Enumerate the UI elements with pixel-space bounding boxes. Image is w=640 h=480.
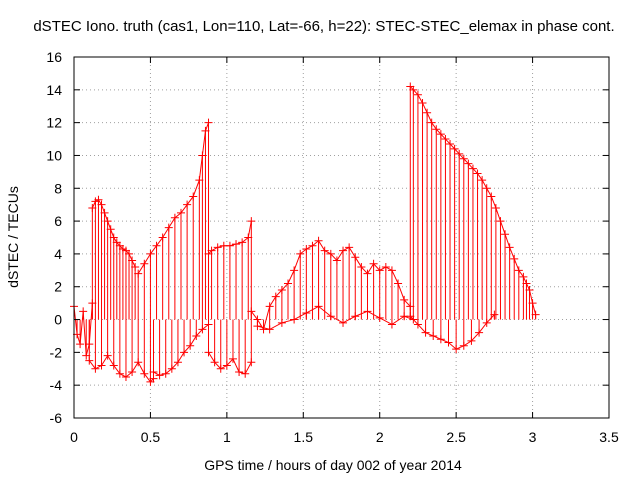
y-axis-label: dSTEC / TECUs — [5, 186, 21, 288]
data-point — [85, 356, 94, 365]
series-1 — [88, 195, 140, 320]
plot-frame — [73, 56, 610, 419]
x-tick-label: 3.5 — [599, 429, 619, 445]
data-point — [531, 310, 540, 319]
series-line — [409, 86, 537, 315]
y-tick-label: -2 — [50, 344, 63, 360]
series-line — [409, 314, 495, 350]
x-tick-label: 0 — [70, 429, 78, 445]
series-line — [208, 352, 252, 375]
y-tick-label: 16 — [46, 49, 62, 65]
y-tick-label: 14 — [46, 82, 62, 98]
series-line — [137, 122, 209, 274]
x-tick-label: 2 — [376, 429, 384, 445]
series-line — [153, 324, 209, 376]
x-axis-label: GPS time / hours of day 002 of year 2014 — [204, 457, 462, 473]
y-tick-label: 8 — [54, 180, 62, 196]
series-6 — [204, 319, 256, 378]
y-tick-label: 2 — [54, 279, 62, 295]
axis-ticks: 0 0.5 1 1.5 2 2.5 3 3.5 -6 -4 -2 0 2 4 6 8 10 12 14 16 — [46, 49, 619, 445]
y-tick-label: -4 — [50, 377, 63, 393]
series-9 — [406, 82, 540, 320]
y-tick-label: 10 — [46, 147, 62, 163]
data-point — [247, 307, 256, 316]
series-line — [88, 354, 154, 383]
series-line — [91, 199, 136, 268]
x-tick-label: 3 — [529, 429, 537, 445]
grid — [74, 57, 609, 418]
series-7 — [247, 236, 415, 334]
y-tick-label: 4 — [54, 246, 62, 262]
series-3 — [134, 118, 213, 320]
series-10 — [406, 310, 499, 354]
x-tick-label: 1.5 — [294, 429, 314, 445]
x-tick-label: 0.5 — [141, 429, 161, 445]
data-series — [70, 82, 540, 386]
chart-title: dSTEC Iono. truth (cas1, Lon=110, Lat=-6… — [33, 18, 614, 35]
series-2 — [85, 319, 158, 386]
data-point — [204, 118, 213, 127]
y-tick-label: 12 — [46, 115, 62, 131]
series-8 — [253, 302, 418, 334]
y-tick-label: 0 — [54, 312, 62, 328]
y-tick-label: -6 — [50, 410, 63, 426]
series-line — [250, 240, 411, 331]
series-5 — [204, 217, 256, 320]
series-line — [257, 305, 414, 330]
y-tick-label: 6 — [54, 213, 62, 229]
series-line — [208, 220, 252, 255]
x-tick-label: 1 — [223, 429, 231, 445]
series-4 — [149, 319, 213, 380]
x-tick-label: 2.5 — [446, 429, 466, 445]
